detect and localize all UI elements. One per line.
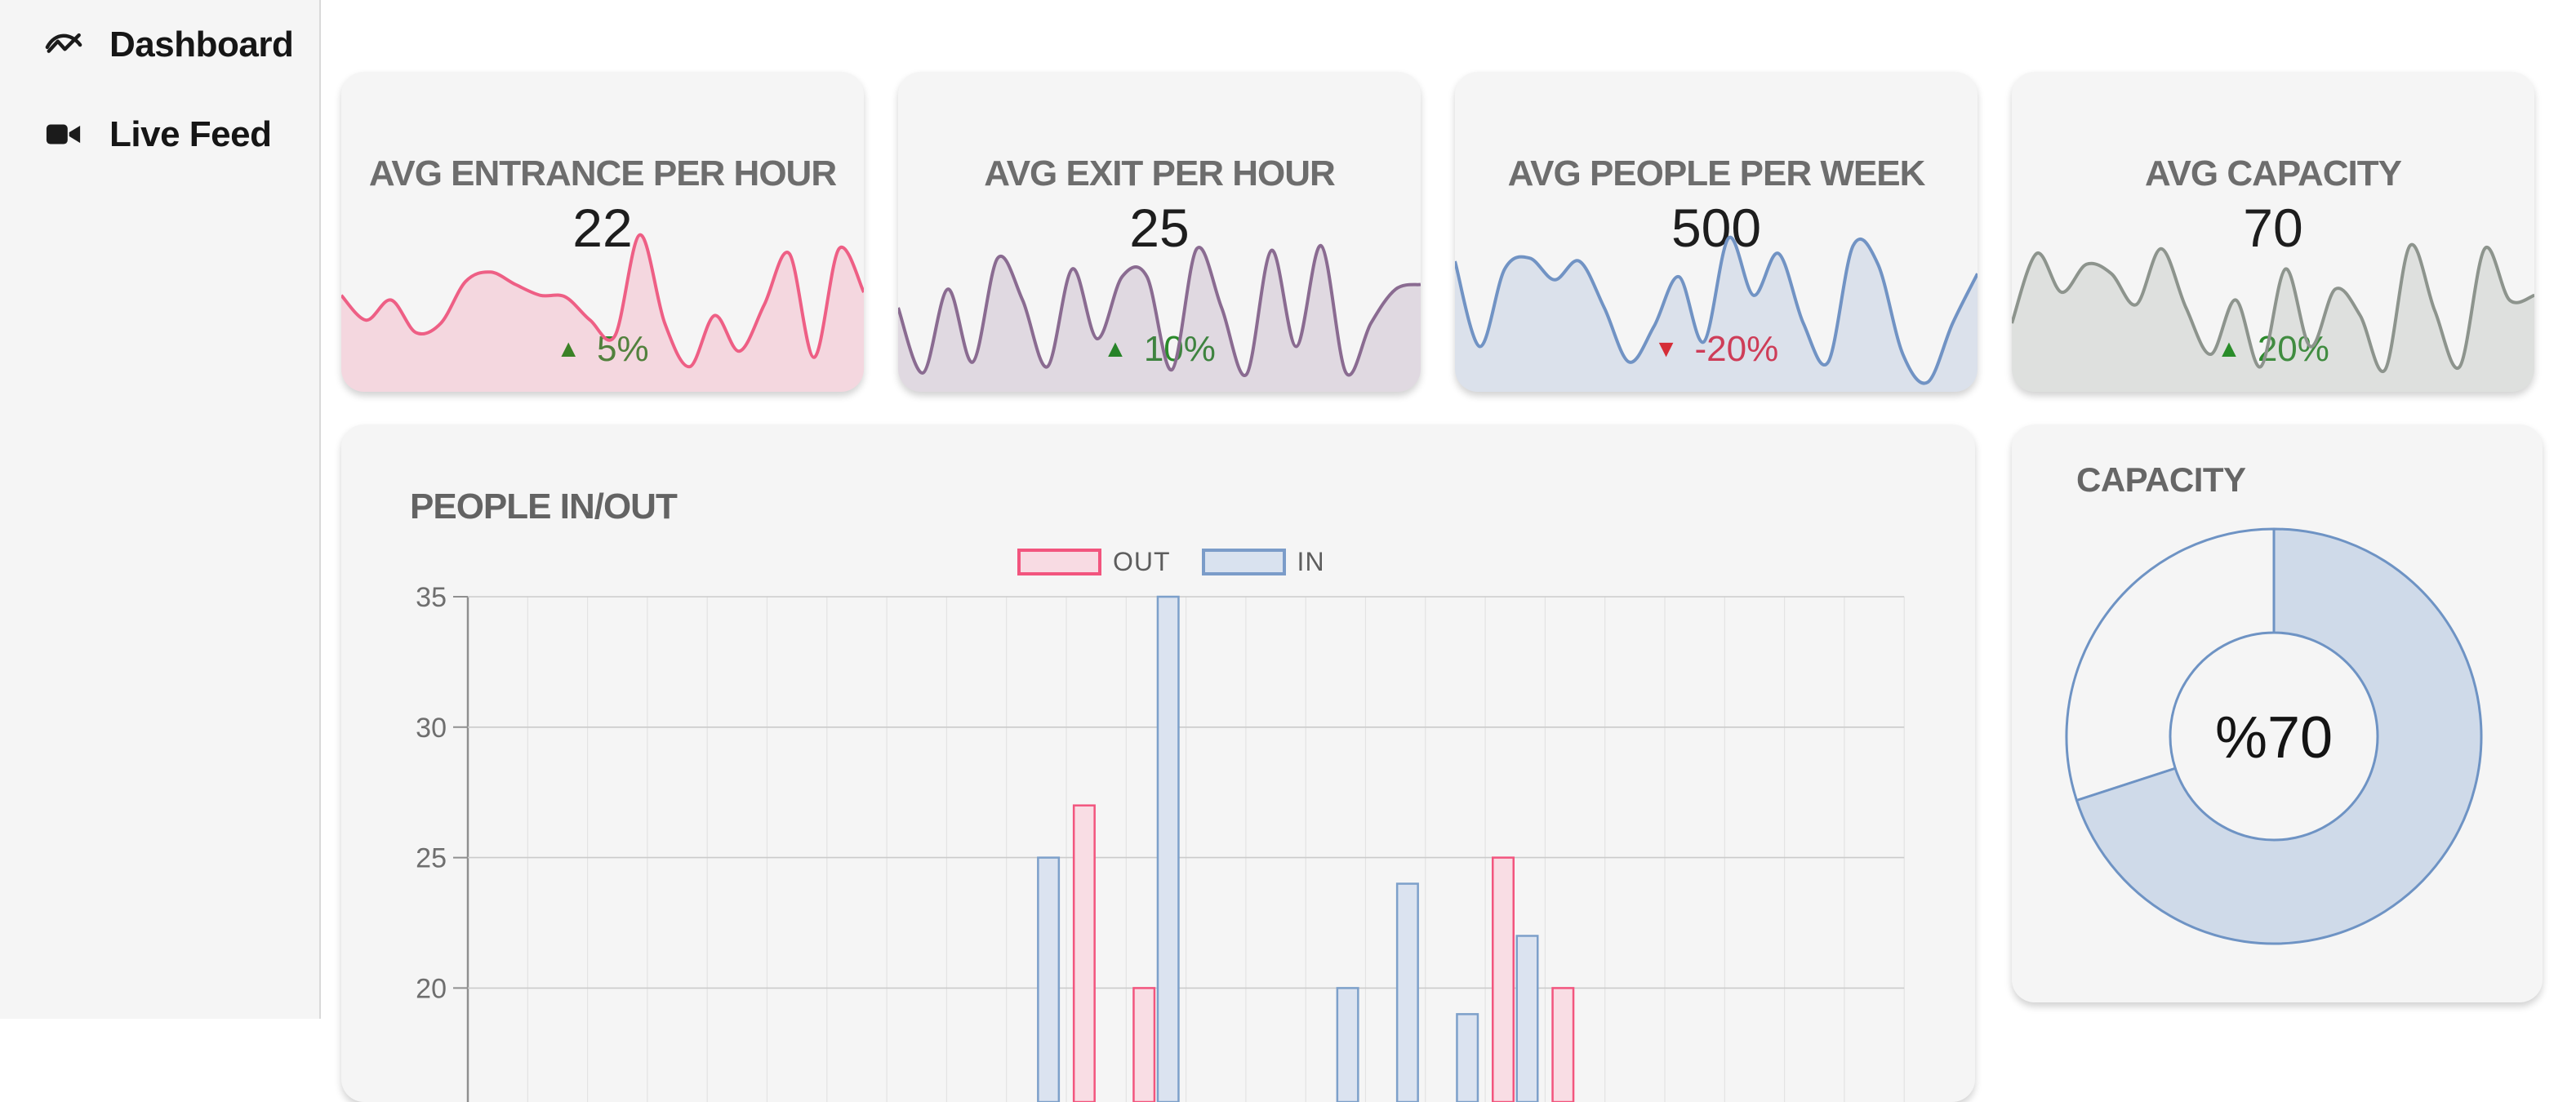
donut-slice-occupied xyxy=(2075,527,2483,945)
sparkline-chart xyxy=(2012,242,2534,392)
trend-up-icon: ▲ xyxy=(556,331,581,367)
sidebar-item-label: Dashboard xyxy=(109,24,294,64)
y-axis-tick-label: 25 xyxy=(416,843,447,874)
legend-label-in[interactable]: IN xyxy=(1297,547,1325,576)
bar-in-hour-14 xyxy=(1336,987,1359,1102)
bar-in-hour-9 xyxy=(1037,856,1061,1102)
sparkline-chart xyxy=(341,233,864,392)
video-camera-icon xyxy=(46,124,81,144)
sidebar-item-dashboard[interactable]: Dashboard xyxy=(0,0,319,90)
capacity-percent-label: %70 xyxy=(2215,705,2333,771)
stat-card-avg-capacity: AVG CAPACITY 70 ▲ 20% xyxy=(2012,72,2534,392)
donut-slice-free xyxy=(2065,527,2276,802)
capacity-donut-chart: %70 xyxy=(2065,527,2483,945)
chart-title: PEOPLE IN/OUT xyxy=(410,487,678,527)
stat-card-avg-people-week: AVG PEOPLE PER WEEK 500 ▼ -20% xyxy=(1455,72,1978,392)
stat-value: 25 xyxy=(1129,198,1190,258)
legend-swatch-out[interactable] xyxy=(1017,549,1101,575)
bar-out-hour-11 xyxy=(1132,987,1156,1102)
capacity-card: %70 CAPACITY xyxy=(2012,424,2543,1002)
sparkline-chart xyxy=(1455,235,1978,392)
y-axis-tick-label: 20 xyxy=(416,973,447,1004)
bar-in-hour-15 xyxy=(1395,882,1419,1102)
bar-out-hour-17 xyxy=(1492,856,1515,1102)
sparkline-chart xyxy=(898,243,1421,392)
trend-down-icon: ▼ xyxy=(1654,331,1679,367)
legend-label-out[interactable]: OUT xyxy=(1113,547,1171,576)
bar-in-hour-17 xyxy=(1515,935,1539,1102)
trend-up-icon: ▲ xyxy=(2217,331,2241,367)
stat-title: AVG CAPACITY xyxy=(2145,153,2402,193)
chart-legend: OUT IN xyxy=(1017,547,1325,577)
legend-swatch-in[interactable] xyxy=(1201,549,1286,575)
stat-card-avg-exit: AVG EXIT PER HOUR 25 ▲ 10% xyxy=(898,72,1421,392)
bar-in-hour-16 xyxy=(1456,1013,1479,1102)
bar-out-hour-18 xyxy=(1551,987,1575,1102)
stat-value: 70 xyxy=(2243,198,2303,258)
stat-title: AVG ENTRANCE PER HOUR xyxy=(368,153,837,193)
stat-card-avg-entrance: AVG ENTRANCE PER HOUR 22 ▲ 5% xyxy=(341,72,864,392)
capacity-title: CAPACITY xyxy=(2076,460,2246,499)
people-in-out-card: 35 30 25 20 PEOPLE IN/OUT OUT IN xyxy=(341,424,1975,1102)
trend-up-icon: ▲ xyxy=(1103,331,1128,367)
sidebar-item-label: Live Feed xyxy=(109,114,272,154)
trend-chart-icon xyxy=(45,33,82,53)
stat-change-percent: -20% xyxy=(1694,331,1778,367)
stat-title: AVG PEOPLE PER WEEK xyxy=(1507,153,1926,193)
bar-out-hour-10 xyxy=(1072,804,1096,1102)
y-axis-tick-label: 30 xyxy=(416,713,447,744)
stat-change: ▼ -20% xyxy=(1455,331,1978,367)
bar-in-hour-11 xyxy=(1156,595,1180,1102)
sidebar: Dashboard Live Feed xyxy=(0,0,321,1019)
stat-value: 22 xyxy=(572,198,633,258)
y-axis-tick-label: 35 xyxy=(416,582,447,613)
sidebar-item-live-feed[interactable]: Live Feed xyxy=(0,90,319,180)
stat-title: AVG EXIT PER HOUR xyxy=(984,153,1336,193)
stat-value: 500 xyxy=(1671,198,1762,258)
